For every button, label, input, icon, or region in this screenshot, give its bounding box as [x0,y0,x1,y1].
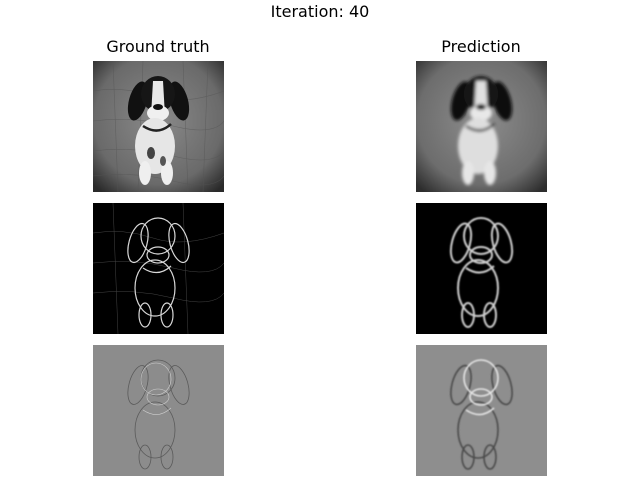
ground-truth-column-title: Ground truth [106,37,210,56]
prediction-photo-panel [416,61,547,192]
figure-title: Iteration: 40 [270,2,370,21]
laplacian-prediction-image [416,345,547,476]
gradient-magnitude-prediction-image [416,203,547,334]
laplacian-image [93,345,224,476]
prediction-column-title: Prediction [441,37,521,56]
dog-photo-image [93,61,224,192]
dog-photo-prediction-image [416,61,547,192]
ground-truth-gradient-panel [93,203,224,334]
ground-truth-photo-panel [93,61,224,192]
prediction-laplacian-panel [416,345,547,476]
gradient-magnitude-image [93,203,224,334]
ground-truth-laplacian-panel [93,345,224,476]
prediction-gradient-panel [416,203,547,334]
